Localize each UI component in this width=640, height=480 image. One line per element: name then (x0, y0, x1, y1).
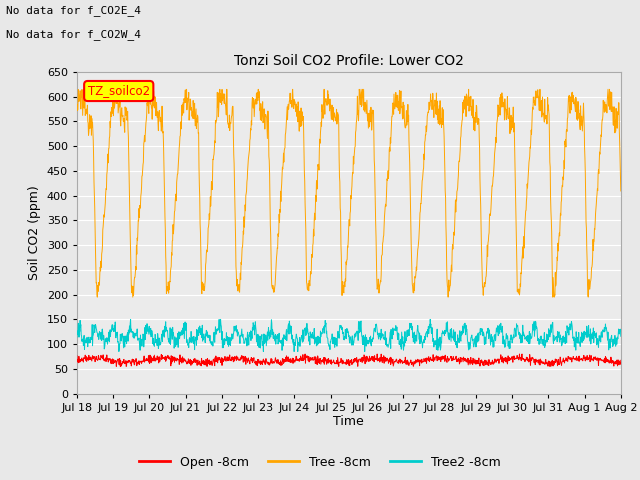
Text: No data for f_CO2E_4: No data for f_CO2E_4 (6, 5, 141, 16)
Legend: Open -8cm, Tree -8cm, Tree2 -8cm: Open -8cm, Tree -8cm, Tree2 -8cm (134, 451, 506, 474)
Text: TZ_soilco2: TZ_soilco2 (88, 84, 150, 97)
X-axis label: Time: Time (333, 415, 364, 429)
Y-axis label: Soil CO2 (ppm): Soil CO2 (ppm) (28, 185, 41, 280)
Text: No data for f_CO2W_4: No data for f_CO2W_4 (6, 29, 141, 40)
Title: Tonzi Soil CO2 Profile: Lower CO2: Tonzi Soil CO2 Profile: Lower CO2 (234, 54, 464, 68)
